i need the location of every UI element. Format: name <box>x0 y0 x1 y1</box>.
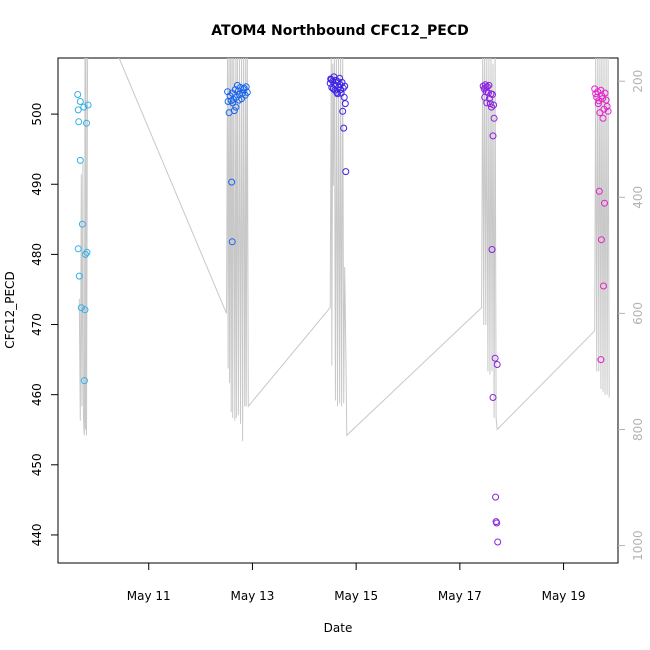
data-points <box>74 73 612 546</box>
data-point <box>486 100 494 108</box>
right-tick-label: 800 <box>631 418 645 441</box>
data-point <box>78 220 86 228</box>
pressure-trace <box>78 58 610 442</box>
y-tick-label: 500 <box>30 103 44 126</box>
data-point <box>595 187 603 195</box>
data-point <box>604 107 612 115</box>
data-point <box>228 178 236 186</box>
data-point <box>228 238 236 246</box>
data-point <box>597 236 605 244</box>
data-point <box>488 246 496 253</box>
y-axis-label: CFC12_PECD <box>3 271 17 348</box>
x-tick-label: May 15 <box>334 589 378 603</box>
y-tick-label: 440 <box>30 523 44 546</box>
data-point <box>80 103 88 111</box>
data-point <box>76 98 84 105</box>
data-point <box>492 493 500 501</box>
data-point <box>493 361 501 368</box>
data-point <box>481 81 489 89</box>
data-point <box>488 103 495 111</box>
y-tick-label: 450 <box>30 453 44 476</box>
right-tick-label: 1000 <box>631 530 645 561</box>
x-axis-label: Date <box>324 621 353 635</box>
data-point <box>489 132 497 140</box>
chart-title: ATOM4 Northbound CFC12_PECD <box>211 23 468 39</box>
data-point <box>74 245 82 253</box>
data-point <box>341 82 349 90</box>
data-point <box>84 101 92 109</box>
data-point <box>594 100 602 108</box>
data-point <box>494 538 502 546</box>
right-axis: 200 400 600 800 1000 <box>618 70 645 561</box>
data-point <box>342 168 350 176</box>
data-point <box>337 86 345 94</box>
data-point <box>240 84 248 92</box>
y-tick-label: 490 <box>30 173 44 196</box>
data-point <box>339 107 347 115</box>
right-tick-label: 600 <box>631 302 645 325</box>
data-point <box>77 304 85 312</box>
data-point <box>336 74 344 82</box>
data-point <box>331 81 339 89</box>
data-point <box>490 114 498 122</box>
y-tick-label: 460 <box>30 383 44 406</box>
data-point <box>491 354 499 362</box>
data-point <box>83 119 90 127</box>
data-point <box>493 519 501 527</box>
data-point <box>327 76 335 84</box>
data-point <box>82 250 89 258</box>
data-point <box>74 91 82 98</box>
data-point <box>341 100 349 108</box>
data-point <box>75 118 83 126</box>
pressure-trace-line <box>78 58 610 442</box>
data-point <box>340 124 348 132</box>
x-tick-label: May 13 <box>230 589 274 603</box>
x-tick-label: May 17 <box>438 589 482 603</box>
data-point <box>600 282 607 290</box>
y-tick-label: 480 <box>30 243 44 266</box>
y-axis: 440 450 460 470 480 490 500 <box>30 103 58 546</box>
data-point <box>80 377 88 385</box>
data-point <box>75 272 83 280</box>
data-point <box>76 156 84 164</box>
right-tick-label: 400 <box>631 186 645 209</box>
data-point <box>603 102 611 110</box>
data-point <box>329 85 337 93</box>
x-tick-label: May 19 <box>542 589 586 603</box>
data-point <box>595 97 603 105</box>
data-point <box>234 87 242 95</box>
data-point <box>596 109 604 117</box>
data-point <box>232 103 240 111</box>
data-point <box>597 356 605 364</box>
y-tick-label: 470 <box>30 313 44 336</box>
data-point <box>481 93 489 101</box>
data-point <box>489 394 497 401</box>
data-point <box>598 95 606 103</box>
data-point <box>235 96 243 104</box>
data-point <box>601 199 608 207</box>
data-point <box>601 89 609 97</box>
data-point <box>592 90 600 98</box>
data-point <box>487 90 495 98</box>
data-point <box>74 106 82 114</box>
data-point <box>599 114 607 122</box>
data-point <box>83 248 91 256</box>
right-tick-label: 200 <box>631 70 645 93</box>
x-axis: May 11 May 13 May 15 May 17 May 19 <box>127 563 586 603</box>
data-point <box>81 306 89 314</box>
data-point <box>230 107 238 115</box>
x-tick-label: May 11 <box>127 589 171 603</box>
data-point <box>490 101 498 109</box>
data-point <box>482 84 490 91</box>
